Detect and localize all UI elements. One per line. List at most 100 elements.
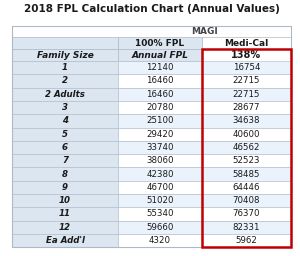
Bar: [118, 167, 202, 181]
Text: 6: 6: [62, 143, 68, 152]
Bar: [12, 167, 118, 181]
Text: 70408: 70408: [233, 196, 260, 205]
Bar: [202, 61, 291, 74]
Bar: [202, 37, 291, 49]
Bar: [118, 37, 202, 49]
Text: 4: 4: [62, 116, 68, 125]
Bar: [12, 234, 118, 247]
Bar: [118, 61, 202, 74]
Text: 12: 12: [59, 223, 71, 232]
Bar: [12, 221, 118, 234]
Text: 22715: 22715: [233, 90, 260, 99]
Text: 38060: 38060: [146, 156, 174, 165]
Bar: [12, 127, 118, 141]
Text: 64446: 64446: [233, 183, 260, 192]
Text: 42380: 42380: [146, 169, 174, 178]
Bar: [202, 49, 291, 247]
Bar: [118, 154, 202, 167]
Text: 4320: 4320: [149, 236, 171, 245]
Bar: [202, 74, 291, 88]
Text: 5: 5: [62, 130, 68, 139]
Text: 16754: 16754: [233, 63, 260, 72]
Bar: [12, 141, 118, 154]
Text: 46700: 46700: [146, 183, 174, 192]
Text: Medi-Cal: Medi-Cal: [224, 38, 268, 48]
Bar: [12, 49, 118, 61]
Bar: [118, 101, 202, 114]
Bar: [118, 181, 202, 194]
Bar: [202, 114, 291, 127]
Bar: [12, 181, 118, 194]
Bar: [202, 181, 291, 194]
Text: 28677: 28677: [233, 103, 260, 112]
Bar: [202, 221, 291, 234]
Text: 59660: 59660: [146, 223, 174, 232]
Bar: [12, 194, 118, 207]
Bar: [118, 194, 202, 207]
Text: 12140: 12140: [146, 63, 174, 72]
Text: 82331: 82331: [233, 223, 260, 232]
Bar: [202, 101, 291, 114]
Text: 16460: 16460: [146, 90, 174, 99]
Bar: [118, 141, 202, 154]
Bar: [12, 101, 118, 114]
Text: 100% FPL: 100% FPL: [135, 38, 184, 48]
Bar: [202, 167, 291, 181]
Text: 34638: 34638: [233, 116, 260, 125]
Text: Annual FPL: Annual FPL: [131, 50, 188, 59]
Bar: [118, 114, 202, 127]
Text: 58485: 58485: [233, 169, 260, 178]
Text: Family Size: Family Size: [37, 50, 93, 59]
Text: 51020: 51020: [146, 196, 174, 205]
Bar: [12, 154, 118, 167]
Text: 7: 7: [62, 156, 68, 165]
Bar: [202, 154, 291, 167]
Text: 8: 8: [62, 169, 68, 178]
Text: 2018 FPL Calculation Chart (Annual Values): 2018 FPL Calculation Chart (Annual Value…: [24, 4, 279, 14]
Bar: [12, 114, 118, 127]
Text: 76370: 76370: [233, 209, 260, 218]
Bar: [118, 74, 202, 88]
Bar: [12, 74, 118, 88]
Bar: [118, 127, 202, 141]
Text: 2 Adults: 2 Adults: [45, 90, 85, 99]
Text: 9: 9: [62, 183, 68, 192]
Bar: [12, 207, 118, 221]
Text: 29420: 29420: [146, 130, 174, 139]
Text: 22715: 22715: [233, 77, 260, 86]
Bar: [202, 127, 291, 141]
Text: 52523: 52523: [233, 156, 260, 165]
Text: 138%: 138%: [231, 50, 262, 60]
Text: 25100: 25100: [146, 116, 174, 125]
Bar: [202, 194, 291, 207]
Bar: [118, 49, 202, 61]
Text: 3: 3: [62, 103, 68, 112]
Text: 11: 11: [59, 209, 71, 218]
Text: 1: 1: [62, 63, 68, 72]
Text: 20780: 20780: [146, 103, 174, 112]
Text: 5962: 5962: [236, 236, 257, 245]
Bar: [202, 141, 291, 154]
Bar: [12, 88, 118, 101]
Text: 40600: 40600: [233, 130, 260, 139]
Bar: [118, 207, 202, 221]
Text: 10: 10: [59, 196, 71, 205]
Text: 16460: 16460: [146, 77, 174, 86]
Text: 33740: 33740: [146, 143, 174, 152]
Text: 2: 2: [62, 77, 68, 86]
Text: MAGI: MAGI: [191, 27, 218, 36]
Bar: [202, 234, 291, 247]
Text: Ea Add'l: Ea Add'l: [46, 236, 85, 245]
Bar: [118, 234, 202, 247]
Bar: [12, 61, 118, 74]
Bar: [118, 88, 202, 101]
Bar: [202, 207, 291, 221]
Bar: [118, 26, 291, 37]
Text: 55340: 55340: [146, 209, 174, 218]
Bar: [202, 49, 291, 61]
Text: 46562: 46562: [233, 143, 260, 152]
Bar: [202, 88, 291, 101]
Bar: [118, 221, 202, 234]
Bar: [12, 37, 118, 49]
Bar: [12, 26, 291, 247]
